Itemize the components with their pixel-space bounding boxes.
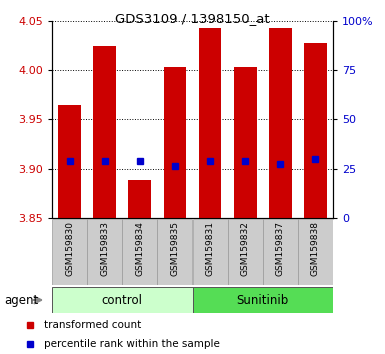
Text: GSM159837: GSM159837 (276, 222, 285, 276)
Text: GSM159831: GSM159831 (206, 222, 214, 276)
Bar (192, 287, 333, 313)
Bar (87, 219, 122, 285)
Bar (234, 67, 257, 218)
Text: GSM159830: GSM159830 (65, 222, 74, 276)
Bar (263, 219, 298, 285)
Text: GSM159834: GSM159834 (135, 222, 144, 276)
Bar (199, 28, 221, 218)
Text: percentile rank within the sample: percentile rank within the sample (44, 339, 219, 349)
Text: control: control (102, 293, 143, 307)
Bar (58, 105, 81, 218)
Text: GSM159832: GSM159832 (241, 222, 250, 276)
Text: GSM159833: GSM159833 (100, 222, 109, 276)
Bar (164, 67, 186, 218)
Text: GDS3109 / 1398150_at: GDS3109 / 1398150_at (115, 12, 270, 25)
Text: transformed count: transformed count (44, 320, 141, 331)
Bar (157, 219, 192, 285)
Text: GSM159835: GSM159835 (171, 222, 179, 276)
Bar (269, 28, 292, 218)
Bar (93, 46, 116, 218)
Text: GSM159838: GSM159838 (311, 222, 320, 276)
Bar (52, 287, 192, 313)
Bar (298, 219, 333, 285)
Bar (128, 181, 151, 218)
Bar (228, 219, 263, 285)
Bar (304, 43, 327, 218)
Text: Sunitinib: Sunitinib (237, 293, 289, 307)
Bar (52, 219, 87, 285)
Text: agent: agent (4, 293, 38, 307)
Bar (122, 219, 157, 285)
Bar (192, 219, 228, 285)
